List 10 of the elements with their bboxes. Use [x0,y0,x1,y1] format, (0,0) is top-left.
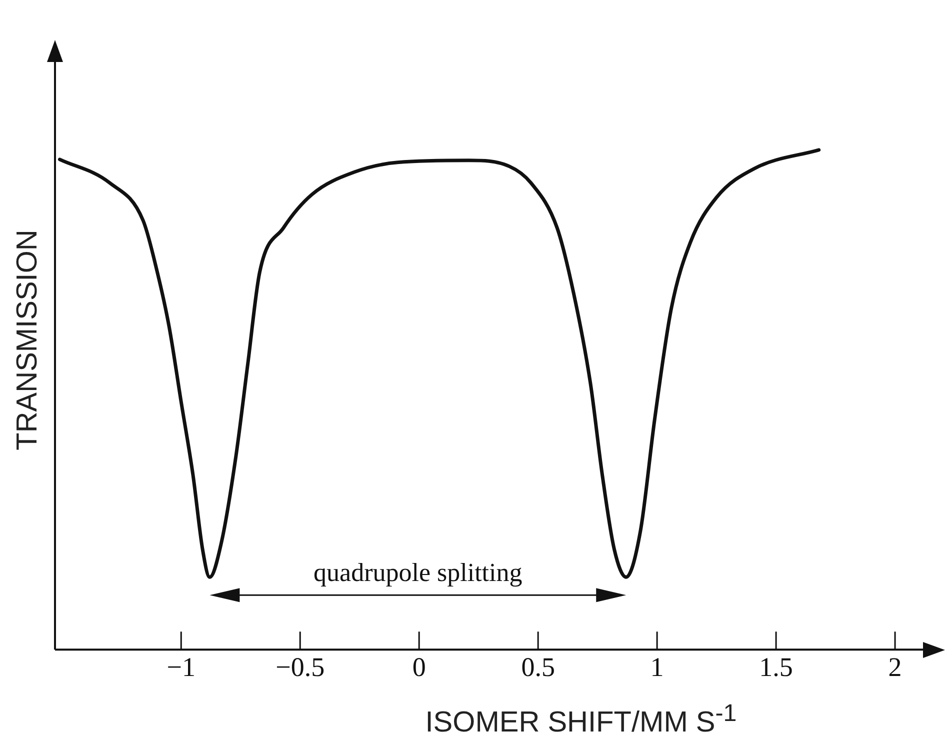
x-tick-label: 1 [650,652,664,682]
x-tick-label: −1 [166,652,196,682]
annotation: quadrupole splitting [314,558,522,588]
y-axis-title: TRANSMISSION [12,230,44,450]
x-tick-label: 2 [888,652,902,682]
x-tick-label: 1.5 [759,652,793,682]
x-axis-title: ISOMER SHIFT/MM S$^{-1}$ [424,700,738,740]
x-tick-label: −0.5 [276,652,325,682]
x-tick-label: 0 [412,652,426,682]
x-tick-label: 0.5 [521,652,555,682]
